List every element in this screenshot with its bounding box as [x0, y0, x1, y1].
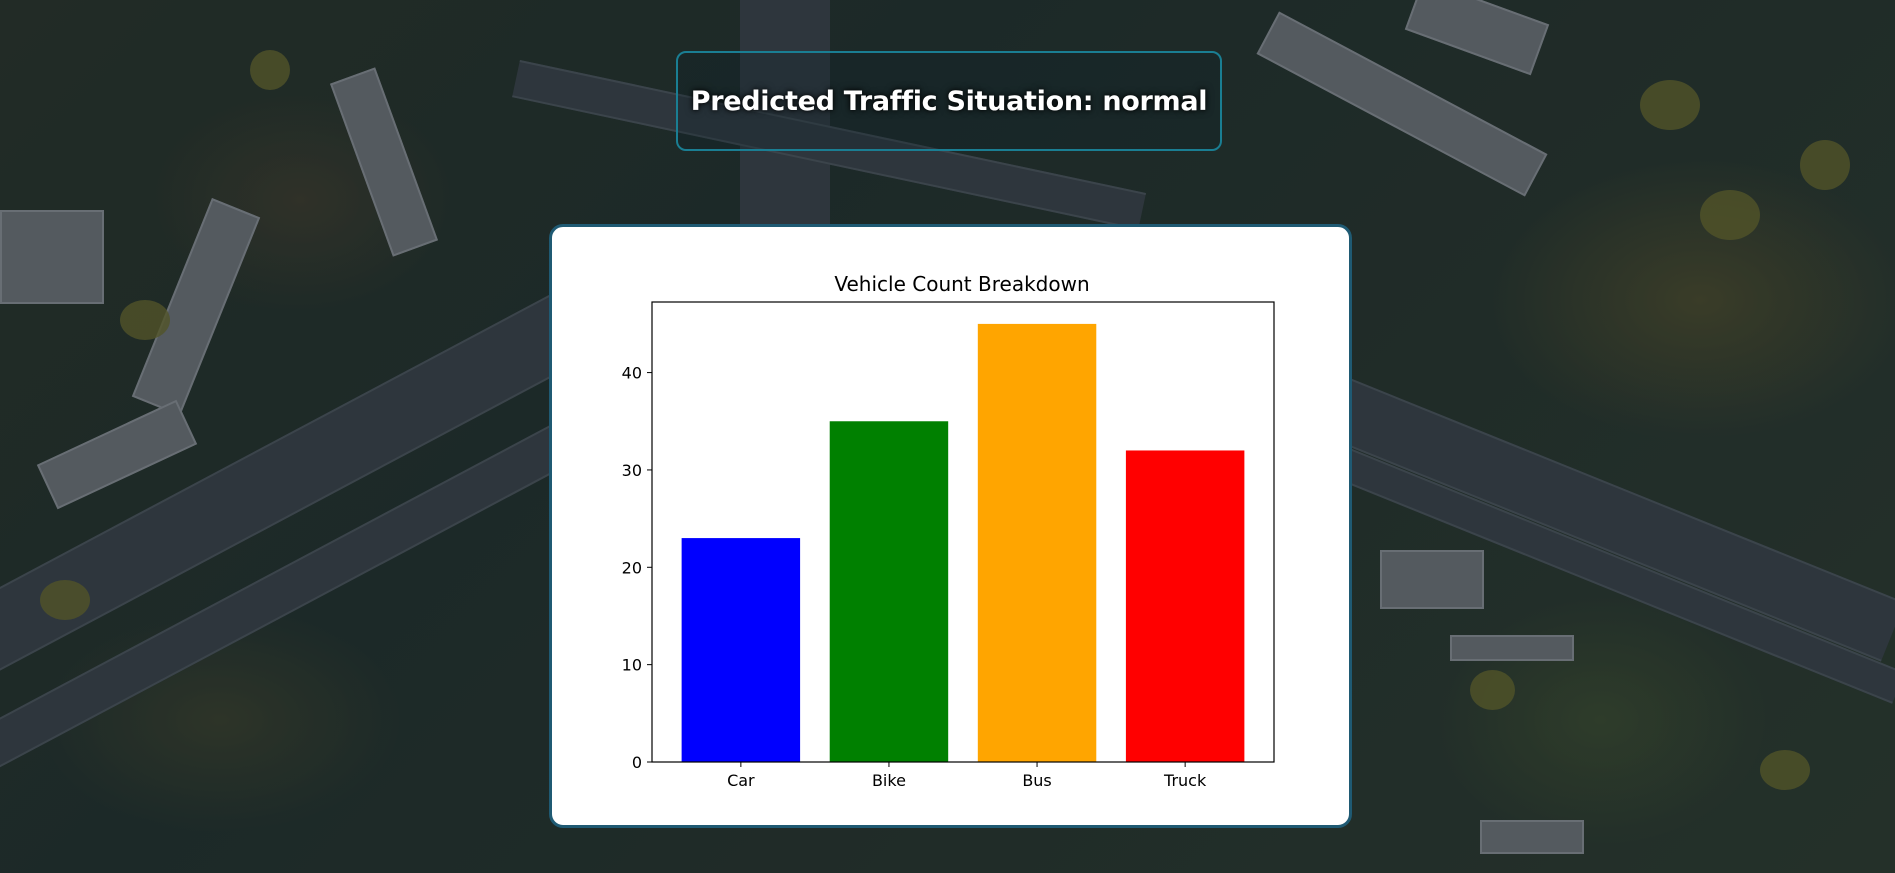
y-tick-label: 30: [622, 461, 642, 480]
plot-frame: [651, 301, 1275, 763]
x-tick-label: Bike: [872, 771, 906, 790]
x-tick-label: Bus: [1022, 771, 1051, 790]
y-tick-label: 10: [622, 656, 642, 675]
prediction-text: Predicted Traffic Situation: normal: [690, 85, 1208, 117]
chart-title: Vehicle Count Breakdown: [834, 272, 1089, 296]
chart-card: Vehicle Count Breakdown 0 10 20 30 40 Car Bik…: [549, 224, 1352, 828]
bar-bike: [829, 421, 949, 762]
bar-car: [681, 538, 801, 762]
y-tick-label: 40: [622, 364, 642, 383]
x-tick-label: Car: [727, 771, 755, 790]
vehicle-count-chart: Vehicle Count Breakdown 0 10 20 30 40 Car Bik…: [622, 272, 1275, 790]
y-tick-label: 20: [622, 558, 642, 577]
bar-bus: [977, 323, 1097, 762]
y-tick-label: 0: [632, 753, 642, 772]
prediction-banner: Predicted Traffic Situation: normal: [676, 51, 1222, 151]
bar-truck: [1125, 450, 1245, 762]
x-tick-label: Truck: [1163, 771, 1207, 790]
